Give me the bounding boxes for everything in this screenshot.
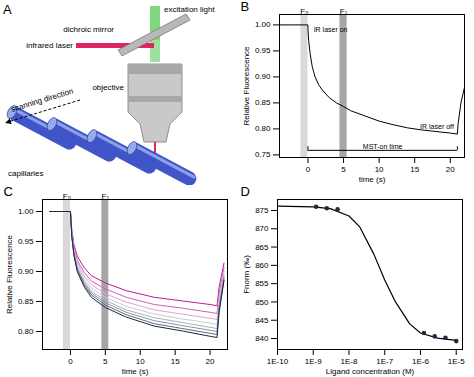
svg-text:0.90: 0.90 bbox=[18, 267, 34, 276]
svg-text:B: B bbox=[241, 0, 250, 14]
svg-text:excitation light: excitation light bbox=[164, 5, 215, 14]
svg-text:875: 875 bbox=[255, 206, 269, 215]
svg-text:0: 0 bbox=[68, 357, 73, 366]
svg-text:objective: objective bbox=[92, 83, 124, 92]
svg-text:0.75: 0.75 bbox=[255, 150, 271, 159]
svg-text:15: 15 bbox=[171, 357, 180, 366]
svg-text:840: 840 bbox=[255, 334, 269, 343]
svg-text:Relative Fluorescence: Relative Fluorescence bbox=[242, 46, 251, 126]
svg-text:capillaries: capillaries bbox=[8, 169, 44, 178]
svg-text:1E-9: 1E-9 bbox=[305, 357, 322, 366]
svg-text:865: 865 bbox=[255, 243, 269, 252]
svg-text:D: D bbox=[241, 185, 250, 199]
svg-text:1.00: 1.00 bbox=[18, 207, 34, 216]
svg-text:870: 870 bbox=[255, 224, 269, 233]
svg-text:1E-10: 1E-10 bbox=[267, 357, 289, 366]
svg-text:infrared laser: infrared laser bbox=[26, 41, 73, 50]
svg-text:0.95: 0.95 bbox=[255, 46, 271, 55]
svg-text:1E-6: 1E-6 bbox=[412, 357, 429, 366]
svg-text:15: 15 bbox=[410, 165, 419, 174]
svg-text:1E-7: 1E-7 bbox=[376, 357, 393, 366]
svg-text:850: 850 bbox=[255, 297, 269, 306]
svg-text:Fnorm (‰): Fnorm (‰) bbox=[242, 255, 251, 294]
svg-text:845: 845 bbox=[255, 316, 269, 325]
svg-text:dichroic mirror: dichroic mirror bbox=[63, 25, 114, 34]
svg-text:1E-8: 1E-8 bbox=[341, 357, 358, 366]
svg-text:0: 0 bbox=[306, 165, 311, 174]
svg-text:5: 5 bbox=[341, 165, 346, 174]
svg-text:20: 20 bbox=[446, 165, 455, 174]
svg-text:0.80: 0.80 bbox=[18, 327, 34, 336]
svg-text:Ligand concentration (M): Ligand concentration (M) bbox=[326, 367, 415, 376]
svg-text:1E-5: 1E-5 bbox=[448, 357, 465, 366]
svg-text:1.00: 1.00 bbox=[255, 20, 271, 29]
svg-text:F₀: F₀ bbox=[62, 191, 71, 201]
svg-text:MST-on time: MST-on time bbox=[363, 143, 403, 150]
svg-text:A: A bbox=[3, 2, 12, 17]
svg-text:10: 10 bbox=[136, 357, 145, 366]
svg-text:time (s): time (s) bbox=[359, 175, 386, 184]
svg-text:0.80: 0.80 bbox=[255, 124, 271, 133]
svg-text:0.85: 0.85 bbox=[18, 297, 34, 306]
svg-text:IR laser off: IR laser off bbox=[420, 123, 454, 130]
svg-text:860: 860 bbox=[255, 261, 269, 270]
svg-text:0.85: 0.85 bbox=[255, 98, 271, 107]
svg-text:10: 10 bbox=[375, 165, 384, 174]
svg-text:IR laser on: IR laser on bbox=[314, 26, 348, 33]
svg-text:F₁: F₁ bbox=[101, 191, 110, 201]
svg-text:0.95: 0.95 bbox=[18, 237, 34, 246]
svg-text:F₁: F₁ bbox=[339, 6, 348, 16]
svg-text:5: 5 bbox=[103, 357, 108, 366]
svg-text:20: 20 bbox=[206, 357, 215, 366]
svg-text:time (s): time (s) bbox=[122, 367, 149, 376]
svg-text:C: C bbox=[4, 185, 13, 199]
svg-text:Relative Fluorescence: Relative Fluorescence bbox=[5, 234, 14, 314]
svg-text:0.90: 0.90 bbox=[255, 72, 271, 81]
svg-text:F₀: F₀ bbox=[300, 6, 309, 16]
svg-text:855: 855 bbox=[255, 279, 269, 288]
svg-text:scanning direction: scanning direction bbox=[10, 86, 74, 113]
